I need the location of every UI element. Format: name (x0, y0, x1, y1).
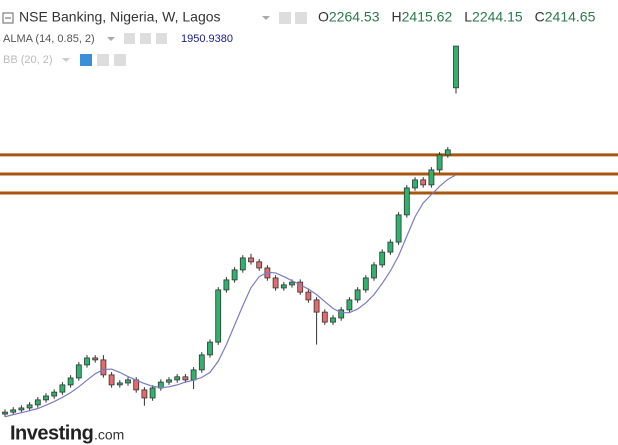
candle-body (272, 277, 279, 289)
candle-body (313, 299, 320, 313)
settings-icon[interactable] (140, 33, 151, 44)
ohlc-value: 2244.15 (472, 9, 523, 25)
candle-body (174, 376, 181, 381)
brand-logo: Investing (10, 422, 93, 444)
indicator-line (4, 174, 457, 418)
candle-body (51, 391, 58, 397)
candle-body (141, 389, 148, 399)
candle-body (362, 277, 369, 291)
candle-body (116, 382, 123, 386)
candle-body (84, 357, 90, 366)
eye-icon[interactable] (279, 12, 291, 24)
chart-title: NSE Banking, Nigeria, W, Lagos (19, 9, 221, 25)
ohlc-label: C (535, 9, 545, 25)
candle-body (125, 379, 131, 384)
candle-body (338, 309, 345, 319)
settings-icon[interactable] (295, 12, 307, 24)
candle-body (346, 299, 353, 311)
candle-body (239, 257, 246, 271)
indicator-label: BB (20, 2) (3, 54, 53, 66)
candle-body (428, 169, 435, 186)
candle-body (297, 281, 304, 293)
candle-body (149, 387, 156, 399)
candle-body (444, 149, 451, 156)
candle-body (289, 281, 295, 286)
candle-body (18, 407, 25, 411)
candle-body (321, 311, 328, 323)
settings-icon[interactable] (97, 54, 109, 66)
eye-icon[interactable] (80, 54, 92, 66)
candle-body (371, 264, 377, 279)
candle-body (395, 214, 402, 243)
plot-area (0, 45, 618, 418)
candle-body (403, 187, 410, 216)
indicator-value: 1950.9380 (181, 33, 233, 45)
candle-body (354, 289, 361, 301)
candle-body (166, 379, 172, 383)
candle-body (436, 154, 443, 171)
ohlc-label: L (464, 9, 472, 25)
eye-icon[interactable] (124, 33, 135, 44)
candle-body (223, 279, 230, 291)
candle-body (215, 289, 222, 343)
candle-body (330, 317, 336, 323)
close-icon[interactable] (156, 33, 167, 44)
ohlc-readout: O 2264.53 H 2415.62 L 2244.15 C 2414.65 (318, 9, 596, 25)
candle-body (379, 251, 386, 266)
dropdown-arrow[interactable] (262, 16, 270, 20)
candle-body (198, 354, 205, 371)
candle-body (420, 179, 427, 186)
candle-body (10, 409, 17, 413)
candle-body (59, 384, 66, 393)
candle-body (280, 284, 287, 289)
dropdown-arrow[interactable] (107, 37, 115, 41)
candle-body (92, 357, 99, 361)
candle-body (182, 376, 189, 381)
ohlc-label: H (392, 9, 402, 25)
candle-body (387, 241, 394, 253)
candle-body (26, 404, 33, 409)
candle-body (190, 369, 197, 381)
indicator-label: ALMA (14, 0.85, 2) (3, 33, 95, 45)
candle-body (67, 377, 74, 386)
brand-suffix: .com (94, 427, 124, 443)
candle-body (231, 269, 238, 281)
candle-body (305, 291, 312, 301)
candle-body (412, 179, 418, 189)
ohlc-value: 2415.62 (402, 9, 453, 25)
candle-body (34, 399, 41, 406)
candle-body (75, 364, 82, 379)
candle-body (100, 359, 107, 376)
ohlc-value: 2264.53 (329, 9, 380, 25)
candle-body (256, 261, 263, 269)
ohlc-label: O (318, 9, 329, 25)
candle-body (248, 257, 254, 263)
close-icon[interactable] (114, 54, 126, 66)
candle-body (108, 374, 115, 386)
ohlc-value: 2414.65 (545, 9, 596, 25)
collapse-icon[interactable] (2, 12, 14, 24)
candle-body (207, 341, 213, 356)
dropdown-arrow[interactable] (62, 58, 70, 62)
candle-body (453, 45, 459, 89)
candle-body (43, 395, 49, 401)
candle-body (2, 411, 8, 415)
